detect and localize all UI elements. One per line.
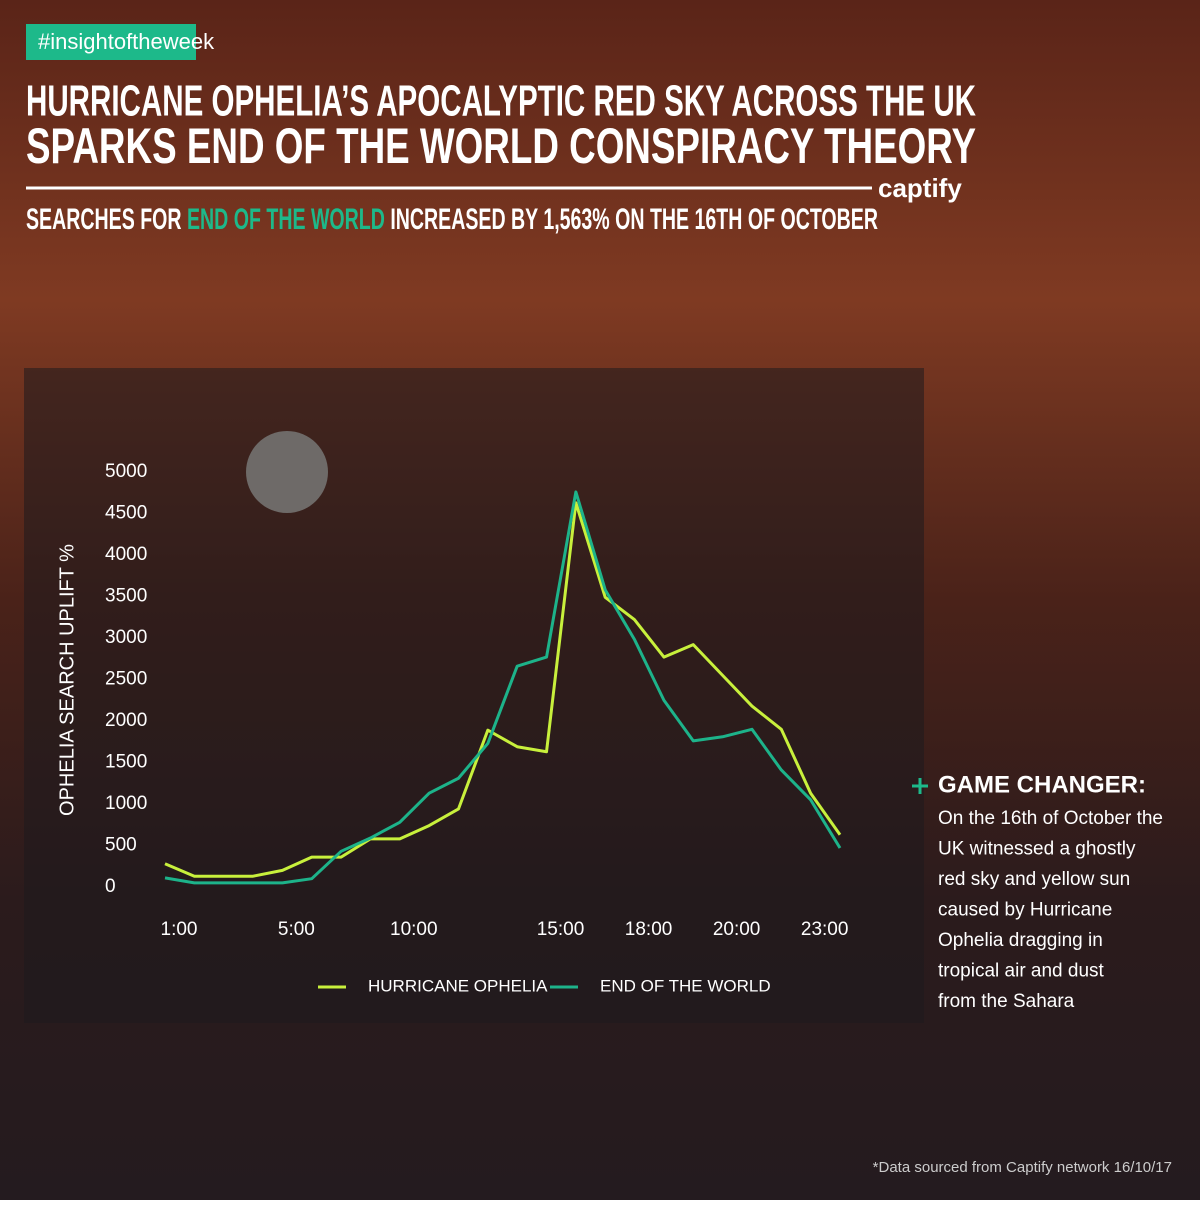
y-tick-label: 1000 <box>105 793 147 814</box>
y-tick-label: 2000 <box>105 710 147 731</box>
y-tick-label: 2500 <box>105 669 147 690</box>
y-tick-label: 500 <box>105 835 137 856</box>
subtitle-text: SEARCHES FOR <box>26 203 182 236</box>
x-tick-label: 15:00 <box>537 919 585 940</box>
y-tick-label: 0 <box>105 876 116 897</box>
tag-box <box>26 24 196 60</box>
chart-panel <box>24 368 924 1023</box>
y-tick-label: 3000 <box>105 627 147 648</box>
legend-label: HURRICANE OPHELIA <box>368 976 548 995</box>
side-text: UK witnessed a ghostly <box>938 839 1136 860</box>
side-title: GAME CHANGER: <box>938 771 1146 798</box>
subtitle: SEARCHES FOR END OF THE WORLD INCREASED … <box>26 203 878 236</box>
side-text: from the Sahara <box>938 991 1075 1012</box>
y-tick-label: 4500 <box>105 503 147 524</box>
side-text: caused by Hurricane <box>938 900 1112 921</box>
x-tick-label: 18:00 <box>625 919 673 940</box>
side-text: red sky and yellow sun <box>938 869 1130 890</box>
x-tick-label: 5:00 <box>278 919 315 940</box>
subtitle-highlight: END OF THE WORLD <box>187 203 385 236</box>
headline: SPARKS END OF THE WORLD CONSPIRACY THEOR… <box>26 118 976 174</box>
logo: captify <box>878 173 962 203</box>
x-tick-label: 1:00 <box>161 919 198 940</box>
side-text: tropical air and dust <box>938 961 1105 982</box>
side-text: On the 16th of October the <box>938 808 1163 829</box>
y-tick-label: 1500 <box>105 752 147 773</box>
x-tick-label: 20:00 <box>713 919 761 940</box>
legend-label: END OF THE WORLD <box>600 976 771 995</box>
x-tick-label: 10:00 <box>390 919 438 940</box>
tag: #insightoftheweek <box>38 29 215 54</box>
footnote: *Data sourced from Captify network 16/10… <box>873 1159 1172 1176</box>
side-text: Ophelia dragging in <box>938 930 1103 951</box>
y-tick-label: 3500 <box>105 586 147 607</box>
subtitle-text: INCREASED BY 1,563% ON THE 16TH OF OCTOB… <box>390 203 878 236</box>
sun <box>246 431 328 513</box>
side-note: GAME CHANGER: <box>912 771 1146 798</box>
y-axis-label: OPHELIA SEARCH UPLIFT % <box>56 544 78 816</box>
series-line <box>164 490 842 885</box>
headline: HURRICANE OPHELIA’S APOCALYPTIC RED SKY … <box>26 77 976 126</box>
x-tick-label: 23:00 <box>801 919 849 940</box>
y-tick-label: 5000 <box>105 461 147 482</box>
series-line <box>164 501 842 878</box>
y-tick-label: 4000 <box>105 544 147 565</box>
